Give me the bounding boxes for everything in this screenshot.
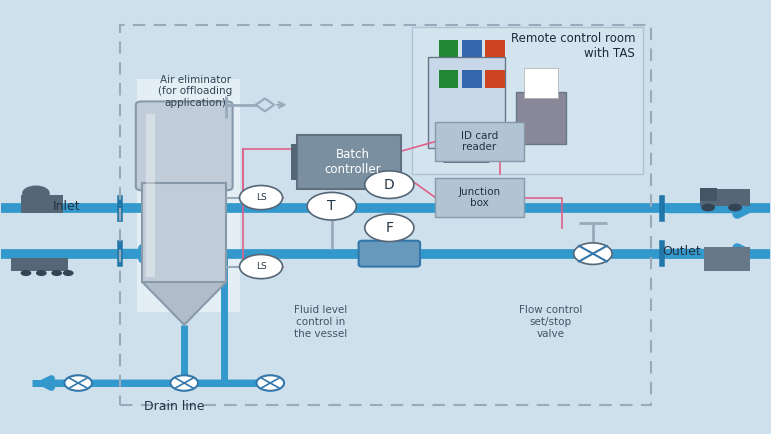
Circle shape: [65, 375, 92, 391]
FancyBboxPatch shape: [436, 178, 524, 217]
Text: Drain line: Drain line: [144, 400, 204, 413]
Text: Fluid level
control in
the vessel: Fluid level control in the vessel: [294, 306, 347, 339]
Text: T: T: [328, 199, 336, 213]
Circle shape: [21, 270, 32, 276]
FancyBboxPatch shape: [291, 144, 297, 181]
Text: D: D: [384, 178, 395, 192]
Text: Outlet: Outlet: [662, 245, 701, 258]
Circle shape: [728, 204, 742, 211]
FancyBboxPatch shape: [486, 70, 504, 88]
Circle shape: [22, 185, 50, 201]
FancyBboxPatch shape: [701, 189, 750, 206]
FancyBboxPatch shape: [705, 247, 750, 271]
Text: LS: LS: [256, 193, 267, 202]
FancyBboxPatch shape: [463, 70, 482, 88]
FancyBboxPatch shape: [439, 70, 459, 88]
Circle shape: [702, 204, 715, 211]
FancyBboxPatch shape: [136, 79, 241, 312]
FancyBboxPatch shape: [701, 187, 717, 201]
Circle shape: [574, 243, 612, 264]
FancyBboxPatch shape: [142, 183, 227, 282]
Text: Batch
controller: Batch controller: [325, 148, 381, 176]
Circle shape: [36, 270, 47, 276]
Text: Flow control
set/stop
valve: Flow control set/stop valve: [519, 306, 582, 339]
FancyBboxPatch shape: [136, 102, 233, 190]
Text: Inlet: Inlet: [53, 200, 80, 213]
FancyBboxPatch shape: [516, 92, 566, 144]
FancyBboxPatch shape: [524, 68, 558, 99]
FancyBboxPatch shape: [21, 195, 63, 213]
Text: Junction
box: Junction box: [459, 187, 500, 208]
Text: ID card
reader: ID card reader: [461, 131, 498, 152]
Polygon shape: [142, 282, 227, 325]
FancyBboxPatch shape: [428, 57, 504, 148]
FancyBboxPatch shape: [359, 241, 420, 266]
Text: LS: LS: [256, 262, 267, 271]
Circle shape: [257, 375, 284, 391]
FancyBboxPatch shape: [439, 40, 459, 57]
FancyBboxPatch shape: [436, 122, 524, 161]
Text: Remote control room
with TAS: Remote control room with TAS: [510, 32, 635, 59]
FancyBboxPatch shape: [412, 27, 643, 174]
Text: F: F: [386, 221, 393, 235]
Circle shape: [307, 192, 356, 220]
Circle shape: [63, 270, 73, 276]
Circle shape: [170, 375, 198, 391]
FancyBboxPatch shape: [486, 40, 504, 57]
Circle shape: [365, 214, 414, 242]
Circle shape: [52, 270, 62, 276]
Circle shape: [365, 171, 414, 198]
Circle shape: [240, 254, 282, 279]
FancyBboxPatch shape: [297, 135, 401, 189]
FancyBboxPatch shape: [11, 258, 68, 271]
Circle shape: [240, 185, 282, 210]
Text: Air eliminator
(for offloading
application): Air eliminator (for offloading applicati…: [158, 75, 233, 108]
FancyBboxPatch shape: [146, 114, 155, 277]
FancyBboxPatch shape: [463, 40, 482, 57]
